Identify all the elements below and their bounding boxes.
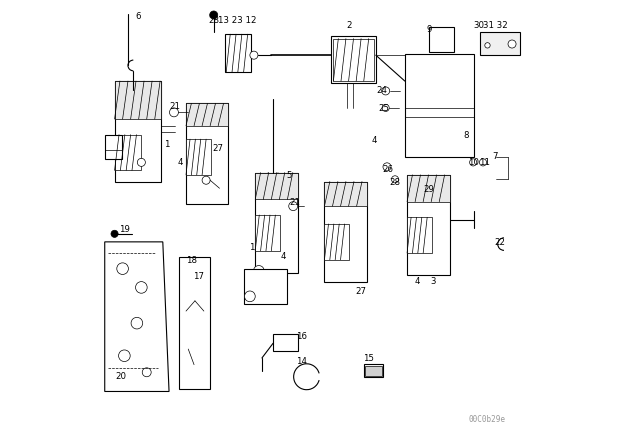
Circle shape (424, 185, 431, 192)
Circle shape (383, 163, 391, 171)
Circle shape (131, 317, 143, 329)
Bar (115, 81, 161, 181)
Circle shape (138, 158, 145, 166)
Circle shape (382, 104, 389, 112)
Circle shape (118, 350, 130, 362)
Text: 27: 27 (212, 144, 223, 154)
Text: 14: 14 (296, 357, 307, 366)
Circle shape (116, 263, 129, 275)
Bar (105, 135, 122, 159)
Text: 8: 8 (464, 131, 469, 140)
Bar (365, 366, 381, 376)
Circle shape (244, 291, 255, 302)
Circle shape (484, 43, 490, 48)
Bar (364, 364, 383, 377)
Bar (333, 39, 374, 81)
Bar (186, 103, 228, 204)
Text: 9: 9 (427, 25, 432, 34)
Circle shape (202, 176, 210, 184)
Text: 28: 28 (208, 16, 220, 25)
Text: 31 32: 31 32 (483, 21, 508, 30)
Text: 17: 17 (193, 272, 204, 281)
Bar (225, 34, 252, 72)
Text: 11: 11 (479, 158, 490, 167)
Bar (115, 81, 161, 119)
Bar (429, 27, 454, 52)
Circle shape (142, 368, 151, 377)
Bar (179, 258, 210, 389)
Text: 27: 27 (356, 287, 367, 297)
Text: 5: 5 (287, 171, 292, 180)
Circle shape (508, 40, 516, 48)
Text: 2: 2 (346, 21, 352, 30)
Circle shape (170, 108, 179, 117)
Bar (407, 217, 431, 253)
Circle shape (210, 11, 218, 19)
Bar (324, 224, 349, 260)
Bar (255, 172, 298, 199)
Text: 4: 4 (415, 277, 420, 286)
Text: 15: 15 (363, 354, 374, 363)
Text: 10: 10 (468, 158, 479, 167)
Text: 28: 28 (390, 178, 401, 187)
Polygon shape (105, 242, 169, 392)
Text: 13 23 12: 13 23 12 (218, 16, 257, 25)
Text: 19: 19 (120, 225, 131, 234)
Text: 4: 4 (178, 158, 184, 167)
Circle shape (381, 87, 390, 95)
Text: 21: 21 (170, 103, 180, 112)
Text: 6: 6 (135, 12, 141, 21)
Text: 29: 29 (423, 185, 434, 194)
Text: 4: 4 (280, 252, 286, 261)
Circle shape (250, 51, 258, 59)
Text: 7: 7 (493, 151, 499, 161)
Bar (255, 215, 280, 251)
Circle shape (392, 176, 399, 183)
Circle shape (253, 266, 264, 276)
Bar (186, 139, 211, 175)
Text: 30: 30 (473, 21, 484, 30)
Text: 25: 25 (378, 104, 389, 113)
Bar (407, 175, 449, 276)
Circle shape (136, 282, 147, 293)
Text: 22: 22 (495, 238, 506, 247)
Bar (324, 181, 367, 206)
Bar (407, 175, 449, 202)
Text: 1: 1 (250, 243, 255, 252)
Bar (255, 172, 298, 273)
Bar (115, 135, 141, 170)
Circle shape (470, 159, 477, 166)
Bar (480, 32, 520, 55)
Text: 4: 4 (372, 136, 377, 145)
Text: 3: 3 (430, 277, 436, 286)
Bar (324, 181, 367, 282)
Bar (186, 103, 228, 126)
Text: 1: 1 (164, 140, 170, 149)
Text: 00C0b29e: 00C0b29e (469, 415, 506, 424)
Circle shape (111, 230, 118, 237)
Text: 21: 21 (289, 198, 300, 207)
Text: 18: 18 (186, 256, 197, 265)
Text: 26: 26 (382, 165, 394, 174)
Text: 24: 24 (376, 86, 387, 95)
Bar (331, 36, 376, 83)
Bar (244, 269, 287, 304)
Bar (273, 334, 298, 351)
Text: 16: 16 (296, 332, 307, 341)
Bar (405, 54, 474, 157)
Circle shape (289, 202, 298, 211)
Circle shape (479, 159, 486, 166)
Text: 20: 20 (115, 372, 126, 381)
